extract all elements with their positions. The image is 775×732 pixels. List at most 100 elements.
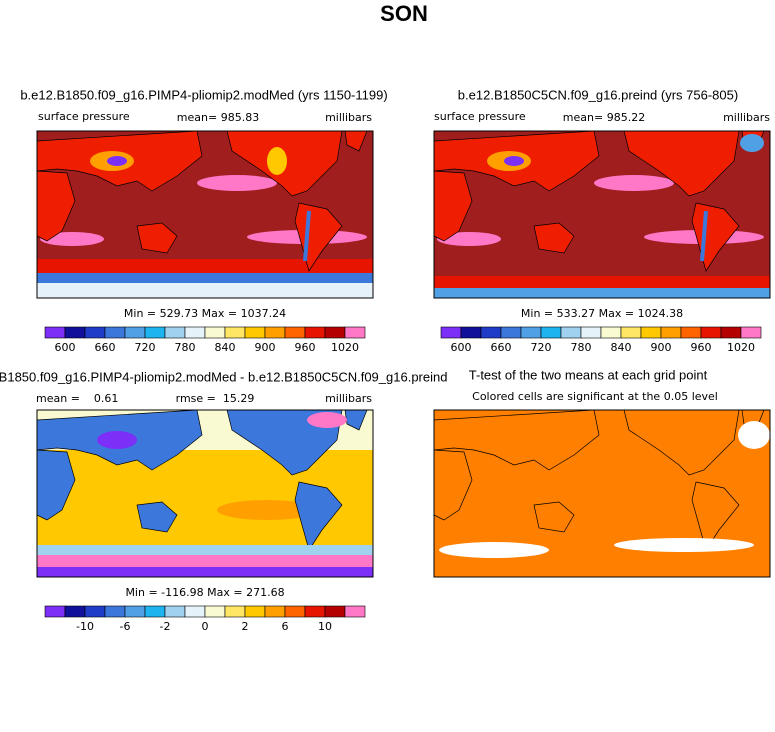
panel-title: T-test of the two means at each grid poi… bbox=[469, 367, 708, 382]
colorbar-box bbox=[460, 326, 482, 339]
colorbar-box bbox=[620, 326, 642, 339]
colorbar-box bbox=[244, 605, 266, 618]
left-label: surface pressure bbox=[434, 110, 526, 123]
colorbar-box bbox=[104, 605, 126, 618]
colorbar-label: 900 bbox=[651, 341, 672, 354]
antarctica bbox=[434, 288, 770, 298]
andes bbox=[700, 210, 708, 262]
colorbar-label: 960 bbox=[691, 341, 712, 354]
map bbox=[36, 130, 374, 299]
panel-title: b.e12.B1850C5CN.f09_g16.preind (yrs 756-… bbox=[458, 87, 738, 102]
colorbar-box bbox=[144, 326, 166, 339]
insignificant bbox=[439, 542, 549, 558]
colorbar-box bbox=[44, 605, 66, 618]
colorbar-box bbox=[440, 326, 462, 339]
antarctica bbox=[37, 567, 373, 577]
map bbox=[433, 409, 771, 578]
andes bbox=[303, 210, 311, 262]
colorbar-box bbox=[124, 605, 146, 618]
colorbar-box bbox=[304, 326, 326, 339]
colorbar-label: 660 bbox=[491, 341, 512, 354]
colorbar-box bbox=[520, 326, 542, 339]
colorbar-label: 960 bbox=[295, 341, 316, 354]
colorbar-label: 1020 bbox=[331, 341, 359, 354]
colorbar-box bbox=[204, 605, 226, 618]
colorbar-box bbox=[700, 326, 722, 339]
colorbar-label: 1020 bbox=[727, 341, 755, 354]
colorbar-box bbox=[600, 326, 622, 339]
center-label: rmse = 15.29 bbox=[176, 392, 255, 405]
colorbar-box bbox=[184, 326, 206, 339]
colorbar-label: 0 bbox=[202, 620, 209, 633]
colorbar-box bbox=[560, 326, 582, 339]
colorbar-label: 780 bbox=[571, 341, 592, 354]
colorbar-box bbox=[184, 605, 206, 618]
map-frame bbox=[433, 409, 771, 578]
colorbar-box bbox=[540, 326, 562, 339]
colorbar-box bbox=[480, 326, 502, 339]
colorbar-box bbox=[84, 605, 106, 618]
colorbar-box bbox=[344, 605, 366, 618]
band bbox=[37, 545, 373, 555]
map bbox=[36, 409, 374, 578]
colorbar-box bbox=[284, 326, 306, 339]
colorbar-box bbox=[224, 326, 246, 339]
colorbar-label: 720 bbox=[531, 341, 552, 354]
map-frame bbox=[36, 130, 374, 299]
high bbox=[437, 232, 501, 246]
colorbar-label: 840 bbox=[611, 341, 632, 354]
left-label: surface pressure bbox=[38, 110, 130, 123]
colorbar-label: 10 bbox=[318, 620, 332, 633]
colorbar-box bbox=[680, 326, 702, 339]
colorbar-box bbox=[580, 326, 602, 339]
colorbar-box bbox=[44, 326, 66, 339]
plateau bbox=[107, 156, 127, 166]
colorbar-box bbox=[284, 605, 306, 618]
colorbar-box bbox=[264, 326, 286, 339]
high bbox=[594, 175, 674, 191]
colorbar-box bbox=[640, 326, 662, 339]
center-label: mean= 985.83 bbox=[177, 111, 259, 124]
colorbar-box bbox=[164, 605, 186, 618]
colorbar-box bbox=[720, 326, 742, 339]
insignificant bbox=[738, 421, 770, 449]
colorbar-label: -2 bbox=[160, 620, 171, 633]
colorbar-box bbox=[324, 605, 346, 618]
map-frame bbox=[433, 130, 771, 299]
stats: Min = 529.73 Max = 1037.24 bbox=[124, 307, 286, 320]
colorbar-box bbox=[144, 605, 166, 618]
right-label: millibars bbox=[723, 111, 770, 124]
colorbar-box bbox=[740, 326, 762, 339]
left-label: mean = 0.61 bbox=[36, 392, 118, 405]
colorbar-box bbox=[500, 326, 522, 339]
colorbar-label: -10 bbox=[76, 620, 94, 633]
colorbar-label: -6 bbox=[120, 620, 131, 633]
colorbar-label: 840 bbox=[215, 341, 236, 354]
stats: Min = 533.27 Max = 1024.38 bbox=[521, 307, 683, 320]
anomaly bbox=[217, 500, 317, 520]
band bbox=[37, 259, 373, 273]
colorbar-box bbox=[660, 326, 682, 339]
colorbar-label: 600 bbox=[55, 341, 76, 354]
colorbar-box bbox=[244, 326, 266, 339]
colorbar-label: 720 bbox=[135, 341, 156, 354]
colorbar-label: 660 bbox=[95, 341, 116, 354]
colorbar-box bbox=[264, 605, 286, 618]
stats: Min = -116.98 Max = 271.68 bbox=[125, 586, 284, 599]
plateau bbox=[504, 156, 524, 166]
highland bbox=[267, 147, 287, 175]
colorbar-box bbox=[64, 326, 86, 339]
panel-title: b.e12.B1850.f09_g16.PIMP4-pliomip2.modMe… bbox=[20, 87, 387, 102]
anomaly bbox=[307, 412, 347, 428]
map bbox=[433, 130, 771, 299]
anomaly bbox=[97, 431, 137, 449]
center-label: mean= 985.22 bbox=[563, 111, 645, 124]
colorbar-box bbox=[124, 326, 146, 339]
greenland bbox=[740, 134, 764, 152]
colorbar-label: 780 bbox=[175, 341, 196, 354]
colorbar-label: 6 bbox=[282, 620, 289, 633]
colorbar-box bbox=[164, 326, 186, 339]
colorbar-box bbox=[84, 326, 106, 339]
colorbar-label: 900 bbox=[255, 341, 276, 354]
